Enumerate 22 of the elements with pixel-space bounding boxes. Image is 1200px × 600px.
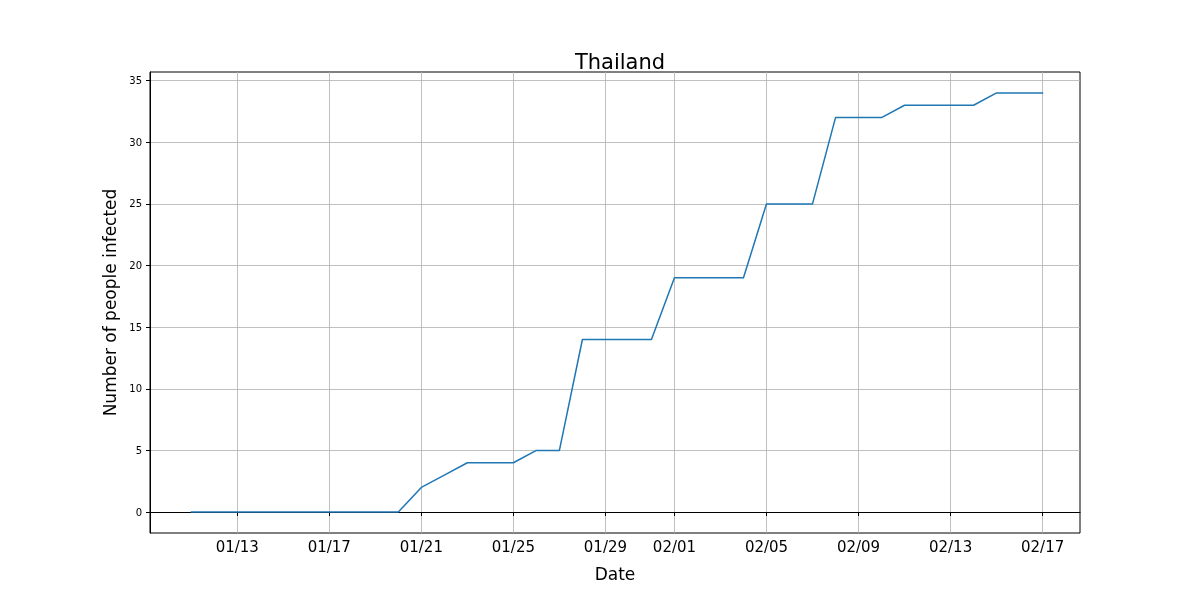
y-tick-label: 25 bbox=[129, 198, 142, 210]
y-axis-title: Number of people infected bbox=[99, 188, 120, 417]
y-tick-label: 30 bbox=[129, 136, 142, 148]
y-tick-label: 0 bbox=[135, 506, 142, 518]
x-tick-label: 02/13 bbox=[928, 537, 973, 556]
x-tick-label: 01/21 bbox=[399, 537, 443, 556]
x-tick-label: 01/17 bbox=[307, 537, 351, 556]
line-series bbox=[190, 92, 1044, 513]
x-tick-label: 01/25 bbox=[491, 537, 535, 556]
x-tick-label: 02/01 bbox=[652, 537, 697, 556]
x-tick-label: 01/13 bbox=[215, 537, 259, 556]
x-tick-label: 01/29 bbox=[583, 537, 628, 556]
x-tick-label: 02/05 bbox=[744, 537, 789, 556]
y-tick-label: 15 bbox=[129, 321, 142, 333]
x-tick-label: 02/17 bbox=[1020, 537, 1065, 556]
y-tick-label: 10 bbox=[129, 383, 142, 395]
x-tick-label: 02/09 bbox=[836, 537, 881, 556]
y-tick-label: 35 bbox=[129, 75, 142, 87]
chart-title: Thailand bbox=[573, 49, 666, 74]
y-tick-label: 5 bbox=[135, 444, 142, 456]
y-tick-label: 20 bbox=[129, 260, 142, 272]
x-axis-title: Date bbox=[594, 563, 636, 584]
